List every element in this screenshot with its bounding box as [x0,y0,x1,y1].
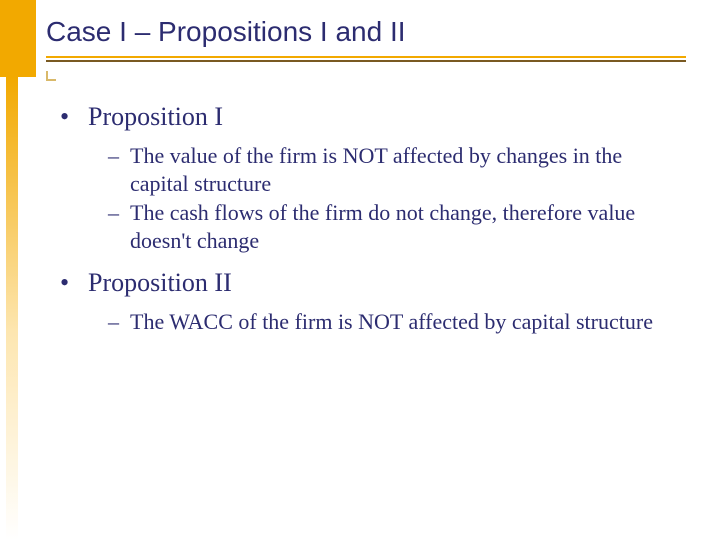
slide-body: • Proposition I – The value of the firm … [60,96,680,338]
corner-tick-icon [46,71,56,81]
bullet-level2: – The cash flows of the firm do not chan… [108,199,680,254]
bullet-dash-icon: – [108,142,130,197]
bullet-dot-icon: • [60,268,88,298]
bullet-dash-icon: – [108,199,130,254]
bullet-level1: • Proposition II [60,268,680,298]
title-rule-dark [46,60,686,62]
bullet-text: Proposition II [88,268,232,298]
bullet-text: The cash flows of the firm do not change… [130,199,680,254]
bullet-level1: • Proposition I [60,102,680,132]
slide-title: Case I – Propositions I and II [46,16,686,56]
accent-top-block [0,0,36,77]
bullet-dash-icon: – [108,308,130,336]
bullet-dot-icon: • [60,102,88,132]
left-accent-bar [0,0,36,540]
bullet-level2: – The WACC of the firm is NOT affected b… [108,308,680,336]
title-rule-light [46,56,686,58]
title-area: Case I – Propositions I and II [46,16,686,62]
bullet-level2: – The value of the firm is NOT affected … [108,142,680,197]
accent-gradient [6,77,18,540]
bullet-text: The value of the firm is NOT affected by… [130,142,680,197]
bullet-text: Proposition I [88,102,223,132]
bullet-text: The WACC of the firm is NOT affected by … [130,308,653,336]
